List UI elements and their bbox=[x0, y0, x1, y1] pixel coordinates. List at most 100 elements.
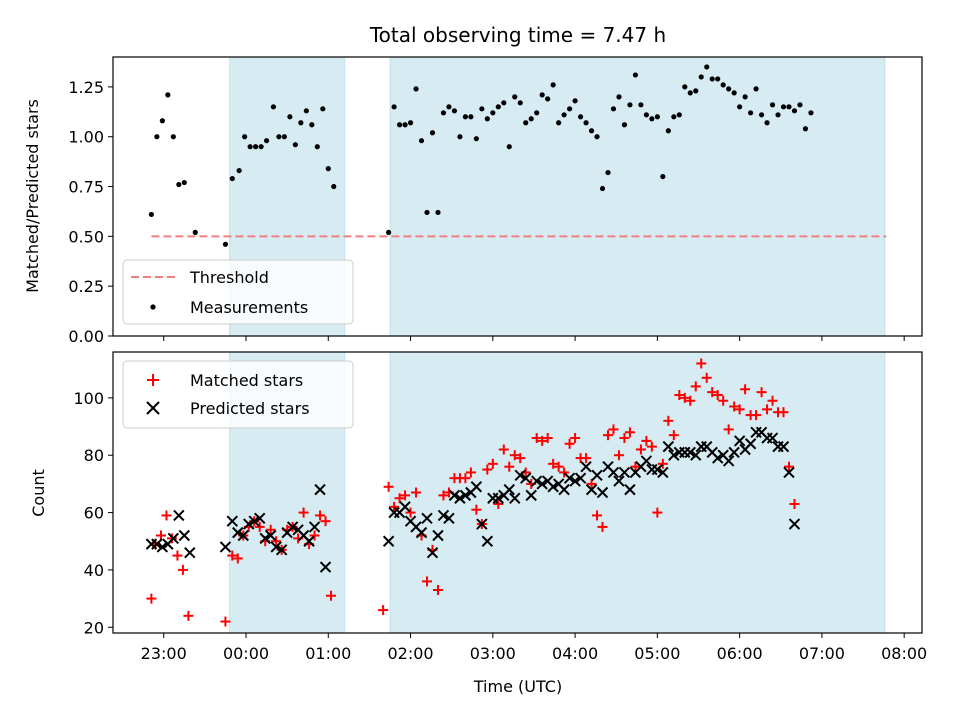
measurement-point bbox=[720, 82, 726, 88]
measurement-point bbox=[320, 106, 326, 112]
count-points bbox=[145, 358, 801, 627]
matched-star-marker bbox=[438, 490, 449, 501]
predicted-star-marker bbox=[788, 518, 801, 530]
measurement-point bbox=[325, 166, 331, 172]
marker-stroke bbox=[547, 481, 559, 493]
predicted-star-marker bbox=[303, 535, 315, 547]
matched-star-marker bbox=[597, 521, 608, 532]
measurement-point bbox=[484, 116, 490, 122]
count-axes: 20 40 60 80 100 23:00 00:00 01:00 02:00 03:00 04:0… bbox=[73, 351, 927, 663]
y-tick-label: 100 bbox=[73, 389, 104, 408]
predicted-star-marker bbox=[254, 512, 266, 525]
marker-stroke bbox=[574, 472, 587, 484]
legend-matched-label: Matched stars bbox=[190, 371, 303, 390]
predicted-star-marker bbox=[624, 483, 636, 496]
predicted-star-marker bbox=[448, 489, 461, 502]
measurement-point bbox=[616, 94, 622, 100]
count-panel: 20 40 60 80 100 23:00 00:00 01:00 02:00 03:00 04:0… bbox=[29, 351, 927, 696]
matched-star-marker bbox=[630, 461, 641, 472]
measurement-point bbox=[242, 134, 248, 140]
matched-star-marker bbox=[652, 507, 663, 518]
matched-star-marker bbox=[740, 384, 751, 395]
matched-star-marker bbox=[756, 387, 767, 398]
predicted-star-marker bbox=[178, 529, 191, 542]
matched-star-marker bbox=[389, 501, 400, 512]
matched-star-marker bbox=[619, 433, 630, 444]
measurement-point bbox=[698, 74, 704, 80]
measurement-point bbox=[413, 86, 419, 92]
measurement-point bbox=[599, 185, 606, 192]
legend-box bbox=[122, 360, 354, 429]
marker-stroke bbox=[259, 532, 271, 545]
marker-stroke bbox=[558, 483, 570, 496]
measurement-point bbox=[665, 128, 671, 134]
matched-star-marker bbox=[674, 390, 685, 401]
measurement-point bbox=[583, 120, 589, 126]
matched-star-marker bbox=[548, 458, 559, 469]
measurement-point bbox=[769, 102, 776, 108]
measurement-point bbox=[292, 142, 298, 148]
legend-measurement-swatch bbox=[150, 304, 156, 310]
matched-star-marker bbox=[254, 521, 265, 532]
matched-star-marker bbox=[487, 458, 498, 469]
axes-frame bbox=[112, 351, 923, 634]
matched-star-marker bbox=[564, 438, 575, 449]
measurement-point bbox=[176, 181, 182, 188]
marker-stroke bbox=[476, 518, 488, 530]
shaded-region bbox=[389, 56, 886, 337]
predicted-star-marker bbox=[728, 446, 740, 459]
marker-stroke bbox=[503, 483, 515, 496]
predicted-star-marker bbox=[777, 440, 790, 453]
measurement-point bbox=[687, 90, 693, 96]
predicted-star-marker bbox=[640, 455, 653, 467]
marker-stroke bbox=[618, 466, 631, 479]
marker-stroke bbox=[690, 449, 702, 461]
measurement-point bbox=[534, 110, 540, 116]
marker-stroke bbox=[728, 446, 740, 459]
predicted-star-marker bbox=[432, 529, 444, 542]
measurement-point bbox=[457, 134, 463, 140]
marker-stroke bbox=[492, 492, 505, 504]
measurement-point bbox=[506, 144, 512, 150]
measurement-point bbox=[550, 82, 556, 88]
predicted-star-marker bbox=[237, 529, 249, 542]
matched-star-marker bbox=[570, 433, 581, 444]
predicted-star-marker bbox=[733, 435, 746, 447]
matched-star-marker bbox=[315, 510, 326, 521]
marker-stroke bbox=[788, 518, 801, 530]
measurement-point bbox=[676, 112, 682, 118]
matched-star-marker bbox=[734, 404, 745, 415]
marker-stroke bbox=[443, 512, 455, 525]
matched-star-marker bbox=[405, 507, 416, 518]
marker-stroke bbox=[733, 435, 746, 447]
matched-star-marker bbox=[679, 392, 690, 403]
measurement-point bbox=[391, 104, 397, 110]
marker-stroke bbox=[596, 486, 609, 499]
x-tick-label: 23:00 bbox=[141, 644, 187, 663]
measurement-point bbox=[638, 102, 644, 108]
marker-stroke bbox=[404, 515, 417, 527]
marker-stroke bbox=[509, 492, 521, 504]
ratio-shaded-regions bbox=[229, 56, 886, 337]
predicted-star-marker bbox=[426, 547, 439, 559]
measurement-point bbox=[561, 112, 567, 118]
y-tick-label: 60 bbox=[84, 504, 104, 523]
predicted-star-marker bbox=[459, 489, 472, 502]
marker-stroke bbox=[520, 472, 532, 484]
predicted-star-marker bbox=[382, 535, 395, 547]
predicted-star-marker bbox=[684, 446, 696, 459]
predicted-star-marker bbox=[783, 466, 795, 479]
measurement-point bbox=[764, 120, 770, 126]
matched-star-marker bbox=[778, 407, 789, 418]
measurement-point bbox=[682, 84, 688, 90]
measurement-point bbox=[786, 104, 792, 110]
measurement-point bbox=[545, 96, 551, 102]
predicted-star-marker bbox=[151, 538, 163, 550]
measurement-point bbox=[501, 100, 507, 106]
matched-star-marker bbox=[783, 461, 794, 472]
predicted-star-marker bbox=[711, 452, 724, 464]
matched-star-marker bbox=[685, 395, 696, 406]
y-tick-label: 0.50 bbox=[68, 227, 104, 246]
measurement-point bbox=[148, 211, 154, 218]
